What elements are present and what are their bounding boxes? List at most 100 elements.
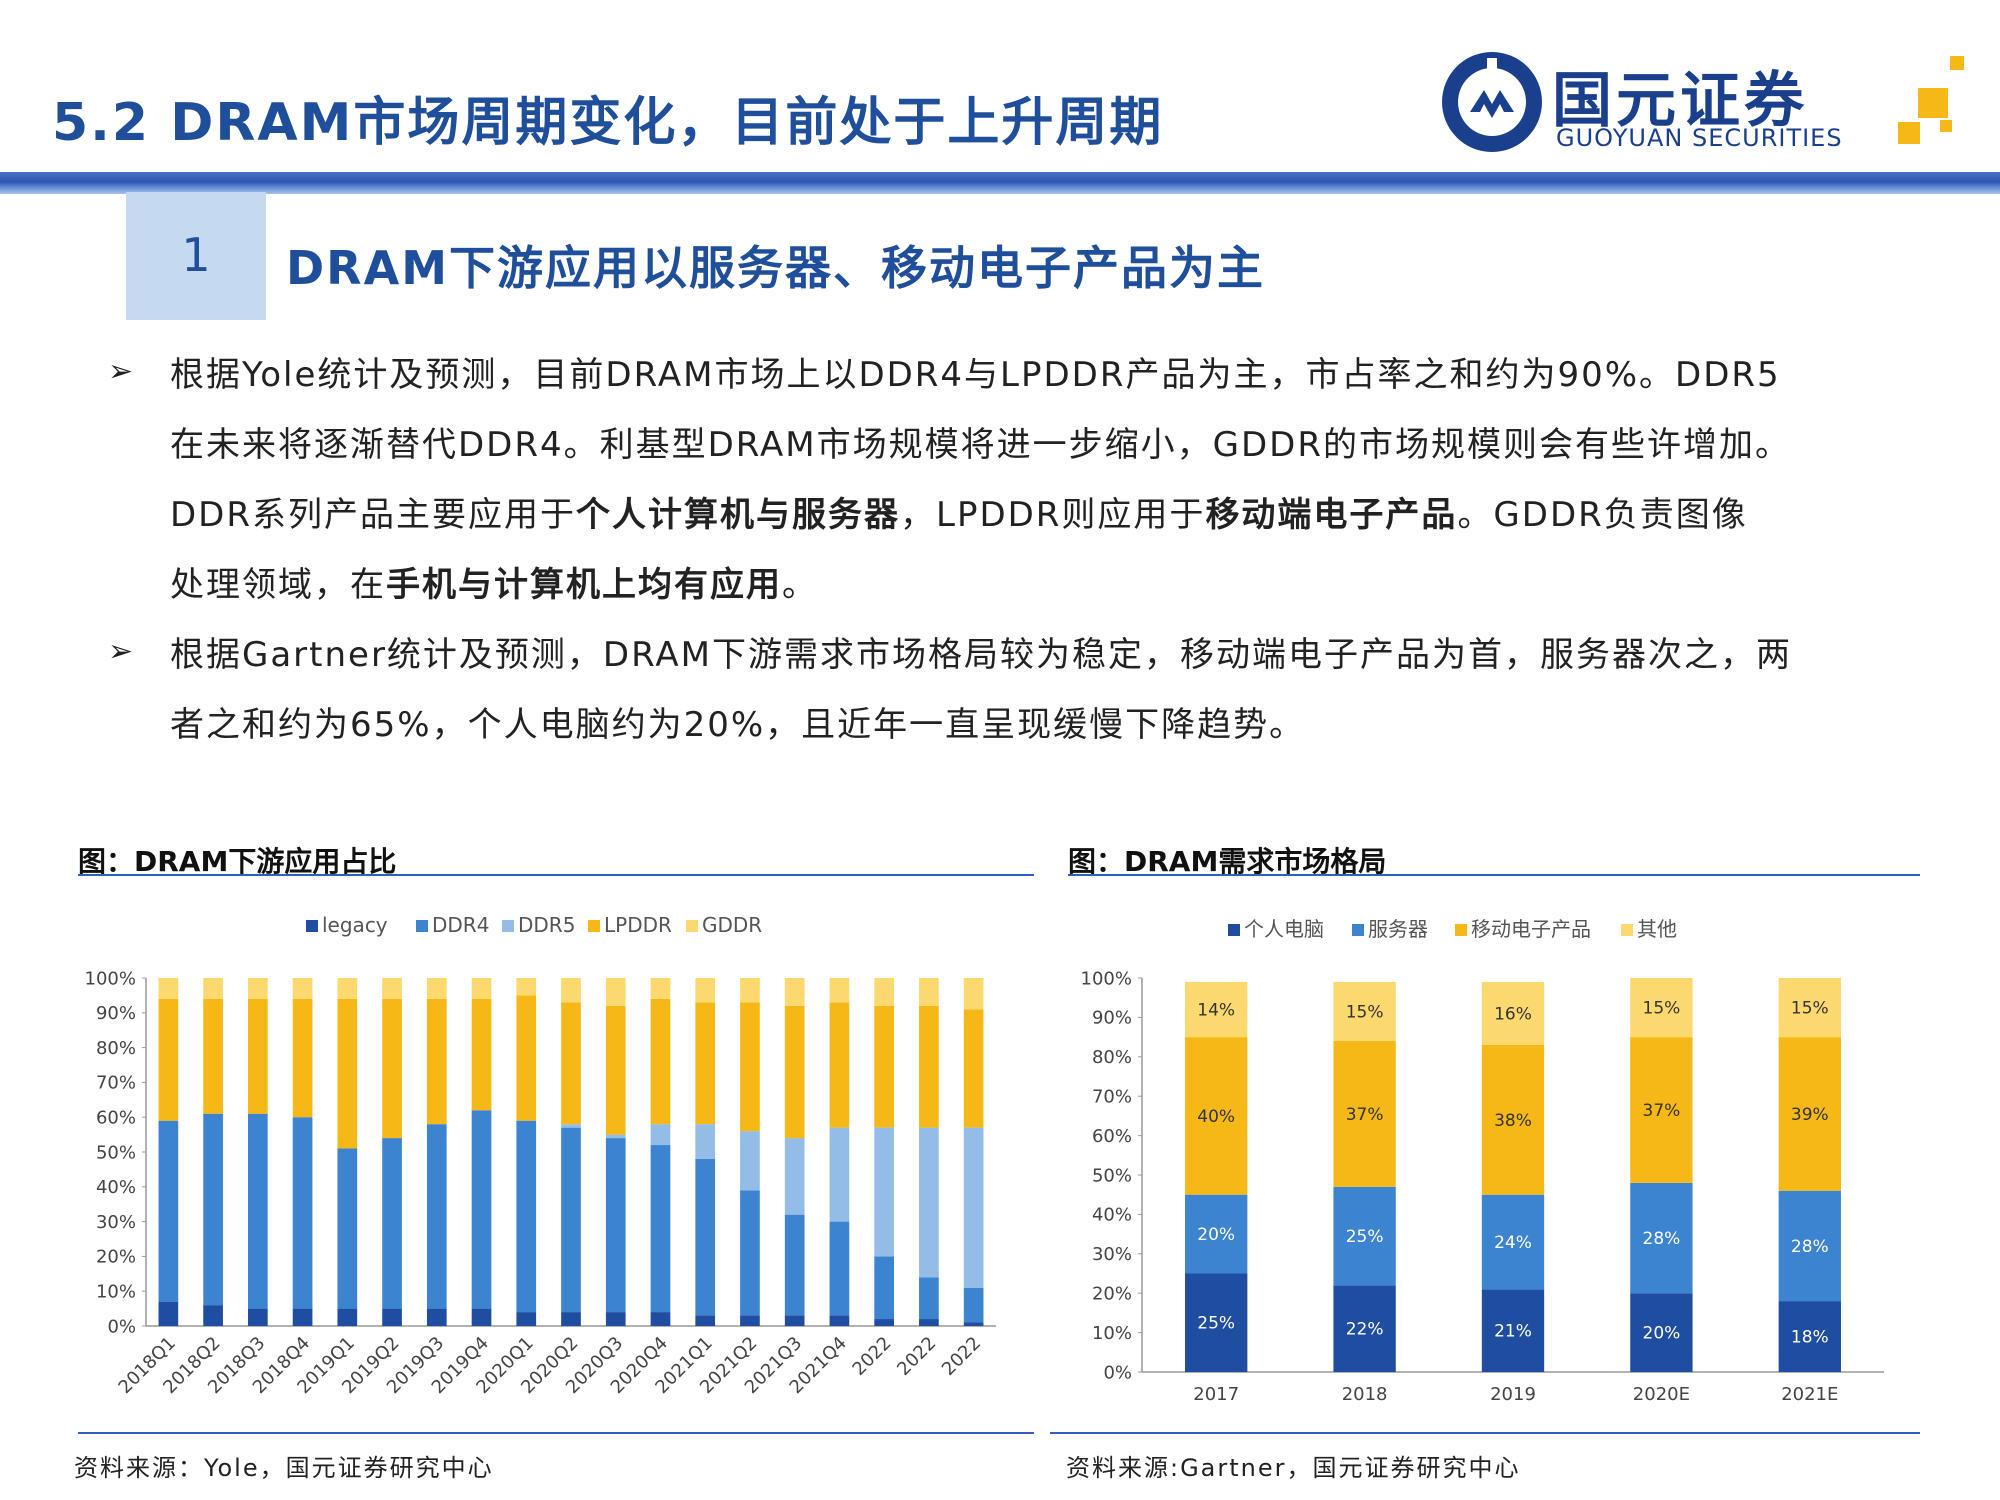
bar-segment <box>516 978 537 996</box>
bar-segment <box>516 1120 537 1313</box>
bar-segment <box>740 1131 760 1191</box>
bar-segment <box>1333 1285 1396 1372</box>
bar-segment <box>874 1127 894 1257</box>
data-label: 15% <box>1346 1002 1384 1022</box>
data-label: 40% <box>1197 1107 1235 1127</box>
data-label: 18% <box>1791 1327 1829 1347</box>
bar-segment <box>1630 1293 1693 1372</box>
bar-segment <box>784 1138 805 1215</box>
bar-segment <box>1481 1289 1545 1372</box>
y-tick-label: 70% <box>1092 1087 1132 1108</box>
x-tick-label: 2017 <box>1193 1384 1239 1405</box>
data-label: 37% <box>1346 1105 1384 1125</box>
bar-segment <box>426 1124 447 1309</box>
bar-segment <box>874 1319 894 1326</box>
paragraph-line: DDR系列产品主要应用于个人计算机与服务器，LPDDR则应用于移动端电子产品。G… <box>170 480 1930 550</box>
bar-segment <box>919 1277 939 1320</box>
bar-segment <box>650 998 671 1125</box>
y-tick-label: 50% <box>96 1142 136 1163</box>
bar-segment <box>1185 981 1248 1038</box>
text-segment: 。GDDR负责图像 <box>1457 495 1748 535</box>
bar-segment <box>829 1221 850 1316</box>
page-title: 5.2 DRAM市场周期变化，目前处于上升周期 <box>52 93 1164 153</box>
bar-segment <box>650 1124 671 1146</box>
bar-segment <box>919 1319 939 1326</box>
bar-segment <box>1778 1301 1841 1372</box>
bar-segment <box>740 1190 760 1316</box>
bar-segment <box>740 978 760 1003</box>
paragraph-line: 根据Yole统计及预测，目前DRAM市场上以DDR4与LPDDR产品为主，市占率… <box>170 340 1930 410</box>
y-tick-label: 50% <box>1092 1165 1132 1186</box>
bar-segment <box>516 995 537 1121</box>
bar-segment <box>963 1009 984 1128</box>
x-tick-label: 2019 <box>1490 1384 1536 1405</box>
text-segment: 根据Gartner统计及预测，DRAM下游需求市场格局较为稳定，移动端电子产品为… <box>170 635 1792 675</box>
bar-segment <box>1778 1190 1841 1302</box>
bar-segment <box>963 1287 984 1323</box>
legend-swatch <box>686 920 698 932</box>
y-tick-label: 70% <box>96 1073 136 1094</box>
x-tick-label: 2018 <box>1342 1384 1388 1405</box>
bar-segment <box>561 978 581 1003</box>
y-tick-label: 0% <box>1103 1362 1132 1383</box>
y-tick-label: 20% <box>96 1247 136 1268</box>
legend-label: 其他 <box>1637 917 1677 941</box>
bullet-paragraph: 根据Gartner统计及预测，DRAM下游需求市场格局较为稳定，移动端电子产品为… <box>170 620 1930 760</box>
company-logo: 国元证券 GUOYUAN SECURITIES <box>1440 50 1980 160</box>
legend-swatch <box>1352 924 1364 936</box>
data-label: 21% <box>1494 1322 1532 1342</box>
bar-segment <box>1778 978 1841 1038</box>
bar-segment <box>650 978 671 999</box>
bar-segment <box>561 1002 581 1125</box>
data-label: 28% <box>1791 1237 1829 1257</box>
bar-segment <box>248 1113 268 1309</box>
data-label: 28% <box>1643 1229 1681 1249</box>
bar-segment <box>740 1002 760 1132</box>
bar-segment <box>874 1005 894 1128</box>
legend-label: DDR5 <box>518 913 575 937</box>
figure-left-bottom-rule <box>78 1432 1034 1434</box>
dram-application-share-chart: legacy DDR4 DDR5 LPDDR GDDR 0% 10% 20% 30% 40% 50%… <box>85 913 996 1398</box>
bar-segment <box>1185 1273 1248 1372</box>
bar-segment <box>248 1308 268 1326</box>
bar-segment <box>203 1113 223 1306</box>
bar-segment <box>695 1002 716 1125</box>
figure-right-source: 资料来源:Gartner，国元证券研究中心 <box>1066 1454 1521 1482</box>
data-label: 20% <box>1643 1324 1681 1344</box>
legend-swatch <box>588 920 600 932</box>
bar-segment <box>158 1301 179 1326</box>
y-tick-label: 60% <box>96 1108 136 1129</box>
section-title: DRAM下游应用以服务器、移动电子产品为主 <box>286 241 1265 295</box>
data-label: 24% <box>1494 1233 1532 1253</box>
text-segment: 在未来将逐渐替代DDR4。利基型DRAM市场规模将进一步缩小，GDDR的市场规模… <box>170 425 1791 465</box>
bar-segment <box>1481 981 1545 1045</box>
bar-segment <box>203 978 223 999</box>
legend-label: LPDDR <box>604 913 672 937</box>
bar-segment <box>248 978 268 999</box>
bar-segment <box>292 1117 313 1309</box>
data-label: 14% <box>1197 1000 1235 1020</box>
bar-segment <box>426 978 447 999</box>
figure-left-title: 图：DRAM下游应用占比 <box>78 845 397 878</box>
figure-left-rule <box>78 874 1034 876</box>
emphasis-text: 移动端电子产品 <box>1205 495 1458 535</box>
bar-segment <box>426 1308 447 1326</box>
bar-segment <box>1185 1037 1248 1195</box>
bar-segment <box>829 1315 850 1326</box>
figure-left-source: 资料来源：Yole，国元证券研究中心 <box>74 1454 494 1482</box>
text-segment: 根据Yole统计及预测，目前DRAM市场上以DDR4与LPDDR产品为主，市占率… <box>170 355 1781 395</box>
bar-segment <box>963 978 984 1010</box>
bar-segment <box>784 1214 805 1316</box>
bar-segment <box>605 1312 626 1326</box>
bar-segment <box>203 998 223 1114</box>
legend-label: legacy <box>322 913 388 937</box>
legend-swatch <box>502 920 514 932</box>
logo-text-en: GUOYUAN SECURITIES <box>1556 124 1843 152</box>
bar-segment <box>426 998 447 1125</box>
bar-segment <box>695 978 716 1003</box>
data-label: 39% <box>1791 1105 1829 1125</box>
x-tick-label: 2022 <box>893 1333 940 1380</box>
legend-swatch <box>306 920 318 932</box>
bar-segment <box>382 1308 402 1326</box>
bar-segment <box>784 1315 805 1326</box>
